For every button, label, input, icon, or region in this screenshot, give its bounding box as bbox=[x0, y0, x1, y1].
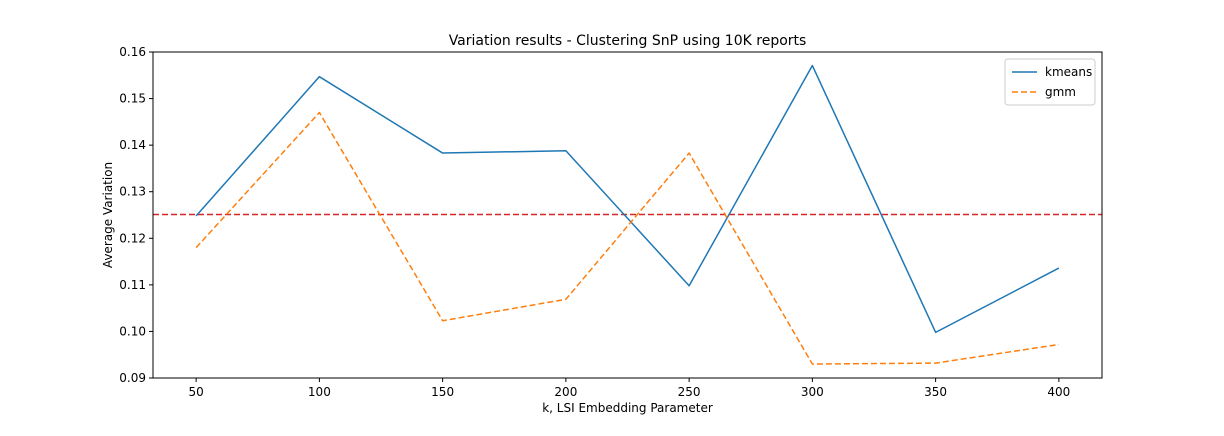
x-tick-label: 300 bbox=[801, 385, 824, 399]
legend-label-gmm: gmm bbox=[1045, 85, 1076, 99]
y-tick-label: 0.12 bbox=[119, 231, 146, 245]
x-tick-label: 400 bbox=[1047, 385, 1070, 399]
y-axis-label: Average Variation bbox=[101, 162, 115, 268]
chart-title: Variation results - Clustering SnP using… bbox=[449, 33, 807, 49]
y-tick-label: 0.15 bbox=[119, 92, 146, 106]
series-line-kmeans bbox=[196, 66, 1059, 333]
legend: kmeans gmm bbox=[1005, 59, 1095, 105]
legend-label-kmeans: kmeans bbox=[1045, 65, 1092, 79]
x-tick-label: 100 bbox=[308, 385, 331, 399]
x-tick-label: 350 bbox=[924, 385, 947, 399]
y-tick-label: 0.13 bbox=[119, 185, 146, 199]
x-tick-label: 50 bbox=[188, 385, 203, 399]
y-tick-label: 0.14 bbox=[119, 138, 146, 152]
y-tick-label: 0.11 bbox=[119, 278, 146, 292]
x-tick-label: 150 bbox=[431, 385, 454, 399]
y-tick-label: 0.16 bbox=[119, 45, 146, 59]
x-axis-label: k, LSI Embedding Parameter bbox=[542, 401, 713, 415]
x-tick-label: 200 bbox=[554, 385, 577, 399]
y-axis: 0.09 0.10 0.11 0.12 0.13 0.14 0.15 0.16 bbox=[119, 45, 153, 385]
x-axis: 50 100 150 200 250 300 350 400 bbox=[188, 378, 1070, 399]
y-tick-label: 0.10 bbox=[119, 324, 146, 338]
y-tick-label: 0.09 bbox=[119, 371, 146, 385]
series-line-gmm bbox=[196, 113, 1059, 364]
x-tick-label: 250 bbox=[678, 385, 701, 399]
